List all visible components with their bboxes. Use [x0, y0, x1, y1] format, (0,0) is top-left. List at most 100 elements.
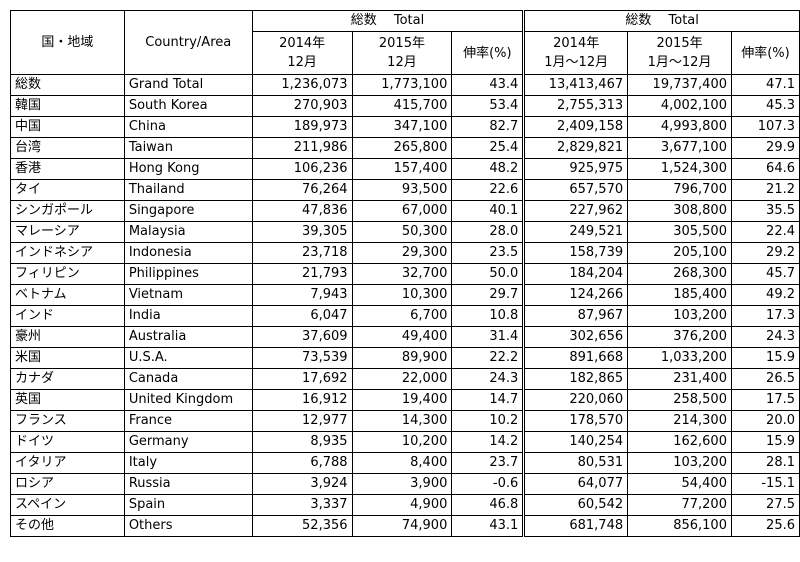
cell-year-2014: 124,266 [522, 284, 629, 306]
cell-country-en: Italy [123, 452, 253, 474]
visitor-arrivals-table: 国・地域 Country/Area 総数 Total 総数 Total 2014… [10, 10, 800, 537]
cell-country-en: Canada [123, 368, 253, 390]
cell-country-en: Vietnam [123, 284, 253, 306]
header-year-2014-range: 1月～12月 [544, 55, 609, 70]
cell-year-2015: 205,100 [627, 242, 732, 264]
header-dec-2015: 2015年 12月 [351, 31, 453, 75]
cell-dec-2014: 73,539 [251, 347, 353, 369]
header-group2-title: 総数 Total [522, 10, 800, 32]
header-dec-2014: 2014年 12月 [251, 31, 353, 75]
cell-year-2014: 227,962 [522, 200, 629, 222]
cell-country-jp: 香港 [10, 158, 125, 180]
table-row: ベトナム Vietnam 7,943 10,300 29.7 124,266 185,400… [10, 284, 800, 306]
cell-dec-2014: 76,264 [251, 179, 353, 201]
cell-year-2014: 158,739 [522, 242, 629, 264]
cell-dec-2015: 265,800 [351, 137, 453, 159]
cell-dec-2015: 415,700 [351, 95, 453, 117]
header-dec-2015-month: 12月 [387, 55, 417, 70]
cell-country-en: U.S.A. [123, 347, 253, 369]
cell-year-2014: 184,204 [522, 263, 629, 285]
cell-dec-2015: 10,300 [351, 284, 453, 306]
table-row: イタリア Italy 6,788 8,400 23.7 80,531 103,200 28.1 [10, 452, 800, 474]
cell-rate-year: 28.1 [730, 452, 800, 474]
header-rate-2: 伸率(%) [730, 31, 800, 75]
cell-rate-year: 35.5 [730, 200, 800, 222]
cell-year-2014: 925,975 [522, 158, 629, 180]
cell-country-en: Others [123, 515, 253, 537]
cell-dec-2014: 106,236 [251, 158, 353, 180]
table-row: 韓国 South Korea 270,903 415,700 53.4 2,755,313… [10, 95, 800, 117]
cell-country-en: Germany [123, 431, 253, 453]
cell-year-2015: 305,500 [627, 221, 732, 243]
cell-dec-2015: 74,900 [351, 515, 453, 537]
cell-dec-2015: 10,200 [351, 431, 453, 453]
table-row: 豪州 Australia 37,609 49,400 31.4 302,656 376,20… [10, 326, 800, 348]
table-row: 香港 Hong Kong 106,236 157,400 48.2 925,975 1,52… [10, 158, 800, 180]
cell-country-jp: フランス [10, 410, 125, 432]
cell-country-jp: その他 [10, 515, 125, 537]
table-row: ドイツ Germany 8,935 10,200 14.2 140,254 162,600 1… [10, 431, 800, 453]
cell-year-2015: 3,677,100 [627, 137, 732, 159]
cell-dec-2014: 47,836 [251, 200, 353, 222]
cell-dec-2015: 157,400 [351, 158, 453, 180]
header-dec-2015-year: 2015年 [378, 36, 425, 51]
cell-country-jp: ベトナム [10, 284, 125, 306]
cell-rate-dec: 43.1 [451, 515, 525, 537]
cell-country-en: China [123, 116, 253, 138]
cell-year-2014: 178,570 [522, 410, 629, 432]
cell-rate-year: 21.2 [730, 179, 800, 201]
cell-rate-year: 25.6 [730, 515, 800, 537]
cell-country-en: India [123, 305, 253, 327]
cell-year-2015: 19,737,400 [627, 74, 732, 96]
header-row-sub: 2014年 12月 2015年 12月 伸率(%) 2014年 1月～12月 2… [11, 31, 800, 75]
cell-rate-year: 27.5 [730, 494, 800, 516]
cell-year-2015: 258,500 [627, 389, 732, 411]
cell-country-en: Grand Total [123, 74, 253, 96]
header-year-2015-year: 2015年 [656, 36, 703, 51]
cell-country-jp: イタリア [10, 452, 125, 474]
cell-year-2014: 657,570 [522, 179, 629, 201]
cell-rate-year: 20.0 [730, 410, 800, 432]
cell-dec-2014: 37,609 [251, 326, 353, 348]
cell-dec-2014: 8,935 [251, 431, 353, 453]
cell-dec-2014: 52,356 [251, 515, 353, 537]
table-row: 総数 Grand Total 1,236,073 1,773,100 43.4 13,41… [10, 74, 800, 96]
header-year-2015-range: 1月～12月 [647, 55, 712, 70]
cell-rate-dec: 82.7 [451, 116, 525, 138]
cell-country-en: Malaysia [123, 221, 253, 243]
cell-rate-dec: 23.7 [451, 452, 525, 474]
cell-dec-2014: 6,047 [251, 305, 353, 327]
cell-year-2015: 1,524,300 [627, 158, 732, 180]
cell-year-2015: 856,100 [627, 515, 732, 537]
cell-rate-dec: 31.4 [451, 326, 525, 348]
header-year-2014-year: 2014年 [553, 36, 600, 51]
cell-year-2015: 214,300 [627, 410, 732, 432]
cell-dec-2014: 6,788 [251, 452, 353, 474]
cell-dec-2015: 8,400 [351, 452, 453, 474]
cell-dec-2014: 12,977 [251, 410, 353, 432]
header-dec-2014-month: 12月 [287, 55, 317, 70]
cell-country-jp: スペイン [10, 494, 125, 516]
table-row: 米国 U.S.A. 73,539 89,900 22.2 891,668 1,033,200… [10, 347, 800, 369]
cell-rate-dec: 25.4 [451, 137, 525, 159]
cell-dec-2015: 49,400 [351, 326, 453, 348]
header-group1-title: 総数 Total [251, 10, 525, 32]
cell-rate-year: 24.3 [730, 326, 800, 348]
table-row: 台湾 Taiwan 211,986 265,800 25.4 2,829,821 3,677… [10, 137, 800, 159]
cell-year-2015: 308,800 [627, 200, 732, 222]
cell-year-2015: 4,993,800 [627, 116, 732, 138]
cell-rate-year: 45.7 [730, 263, 800, 285]
cell-year-2014: 80,531 [522, 452, 629, 474]
cell-rate-dec: 53.4 [451, 95, 525, 117]
cell-country-jp: フィリピン [10, 263, 125, 285]
cell-dec-2014: 23,718 [251, 242, 353, 264]
table-row: ロシア Russia 3,924 3,900 -0.6 64,077 54,400 -15.1 [10, 473, 800, 495]
cell-country-en: Spain [123, 494, 253, 516]
cell-country-jp: マレーシア [10, 221, 125, 243]
cell-country-jp: シンガポール [10, 200, 125, 222]
header-dec-2014-year: 2014年 [279, 36, 326, 51]
cell-dec-2014: 1,236,073 [251, 74, 353, 96]
cell-dec-2015: 14,300 [351, 410, 453, 432]
statistics-table-container: 国・地域 Country/Area 総数 Total 総数 Total 2014… [10, 10, 800, 537]
cell-rate-dec: 48.2 [451, 158, 525, 180]
